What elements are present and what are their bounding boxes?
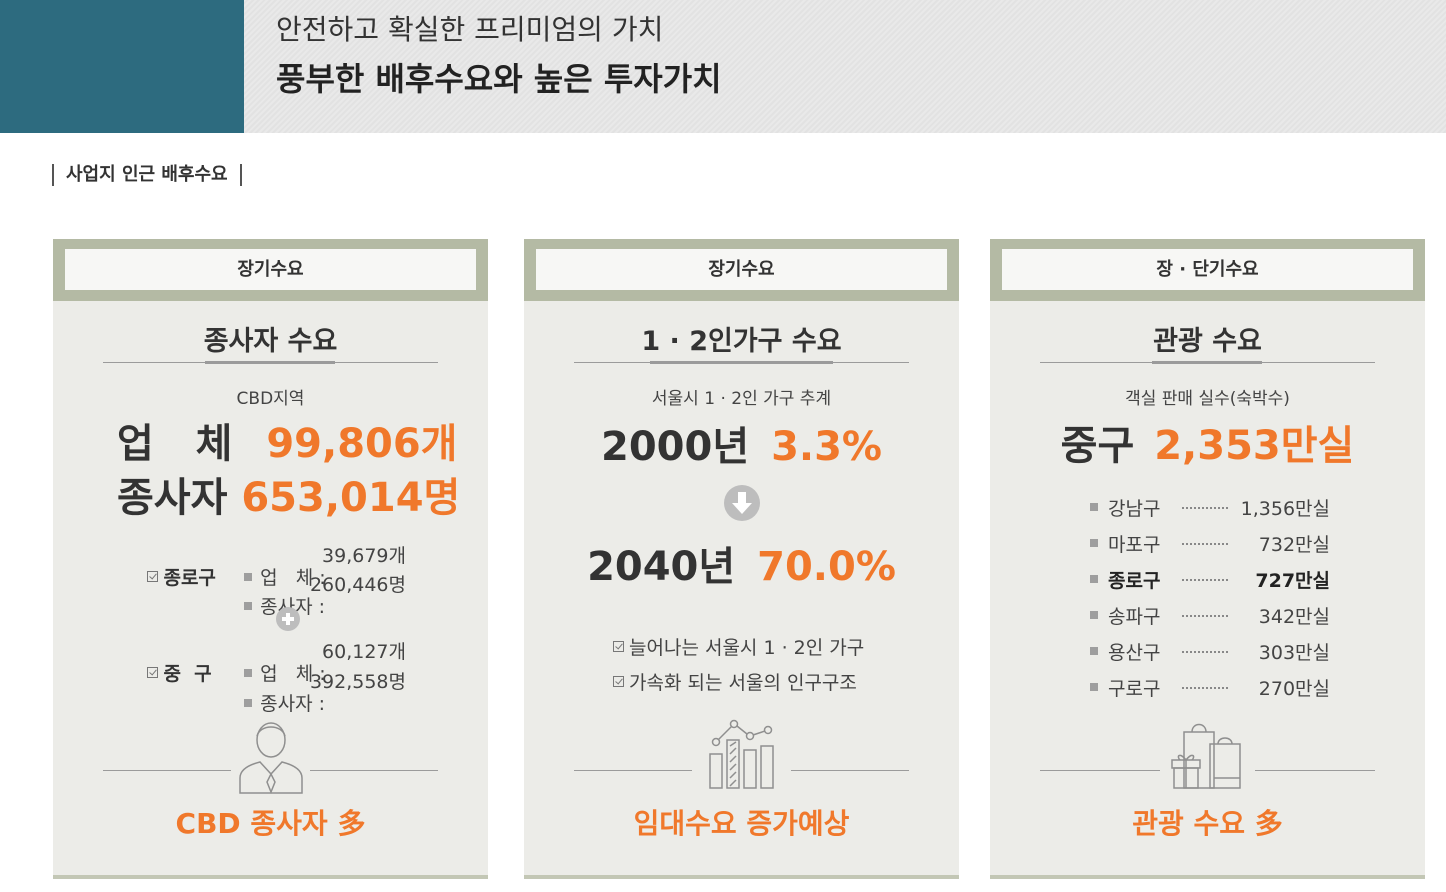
stat-label: 중구 — [1060, 423, 1135, 469]
bullet-icon — [1090, 503, 1098, 511]
card-tag: 장 · 단기수요 — [1002, 249, 1413, 290]
footer-divider — [1040, 770, 1160, 771]
district-row: 용산구 303만실 — [1090, 638, 1330, 668]
bullet-icon — [1090, 647, 1098, 655]
bullet-icon — [1090, 575, 1098, 583]
card-tag: 장기수요 — [536, 249, 947, 290]
district-emp-value: 392,558명 — [309, 671, 406, 693]
card-desc: 서울시 1 · 2인 가구 추계 — [651, 389, 832, 409]
stat-value: 70.0% — [757, 544, 896, 590]
card-band: 장기수요 — [524, 239, 959, 301]
district-biz-row: 업 체 : — [220, 637, 326, 708]
header-accent-block — [0, 0, 244, 133]
growth-chart-icon — [709, 719, 774, 789]
card-band: 장기수요 — [53, 239, 488, 301]
card-footer: 관광 수요 多 — [1132, 807, 1283, 840]
card-household-demand: 장기수요 1 · 2인가구 수요 서울시 1 · 2인 가구 추계 2000년 … — [524, 239, 959, 879]
title-underline — [205, 361, 335, 364]
card-desc: CBD지역 — [236, 389, 305, 409]
bullet-icon — [244, 699, 253, 707]
page-header: 안전하고 확실한 프리미엄의 가치 풍부한 배후수요와 높은 투자가치 — [0, 0, 1446, 133]
card-footer: CBD 종사자 多 — [175, 807, 366, 840]
arrow-down-circle-icon — [724, 485, 760, 521]
stat-label: 2040년 — [587, 544, 736, 590]
checkbox-icon — [147, 667, 159, 678]
footer-divider — [574, 770, 692, 771]
district-row: 마포구 732만실 — [1090, 530, 1330, 560]
footer-divider — [791, 770, 909, 771]
card-title: 종사자 수요 — [203, 326, 338, 357]
stat-value: 2,353만실 — [1154, 423, 1355, 469]
district-emp-row: 종사자 : — [220, 570, 325, 641]
district-emp-row: 종사자 : — [220, 667, 325, 738]
stat-label: 2000년 — [600, 424, 750, 470]
bullet-icon — [244, 573, 253, 581]
district-biz-value: 60,127개 — [322, 641, 406, 663]
bullet-icon — [1090, 611, 1098, 619]
district-row: 강남구 1,356만실 — [1090, 494, 1330, 524]
footer-divider — [103, 770, 231, 771]
district-row: 구로구 270만실 — [1090, 674, 1330, 704]
district-biz-row: 업 체 : — [220, 541, 326, 612]
card-desc: 객실 판매 실수(숙박수) — [1125, 389, 1290, 409]
stat-row: 중구 2,353만실 — [990, 413, 1425, 471]
stat-label: 업 체 — [117, 421, 233, 467]
title-underline — [1152, 361, 1262, 364]
checkbox-icon — [613, 641, 624, 652]
header-title: 풍부한 배후수요와 높은 투자가치 — [276, 60, 722, 98]
stat-row: 2040년 70.0% — [524, 534, 959, 592]
card-title: 관광 수요 — [1153, 326, 1262, 357]
bullet-icon — [1090, 539, 1098, 547]
district-name: 종로구 — [121, 541, 216, 612]
card-employee-demand: 장기수요 종사자 수요 CBD지역 업 체 99,806개 종사자 653,01… — [53, 239, 488, 879]
stat-row: 2000년 3.3% — [524, 414, 959, 472]
checkbox-icon — [147, 571, 159, 582]
district-name: 중 구 — [121, 637, 212, 708]
stat-value: 653,014명 — [241, 475, 461, 521]
bullet-icon — [244, 669, 253, 677]
checkbox-icon — [613, 676, 624, 687]
shopping-bag-gift-icon — [1171, 723, 1241, 789]
footer-divider — [310, 770, 438, 771]
stat-value: 99,806개 — [266, 421, 458, 467]
card-title: 1 · 2인가구 수요 — [641, 326, 842, 357]
title-underline — [650, 361, 833, 364]
card-footer: 임대수요 증가예상 — [633, 807, 850, 840]
stat-value: 3.3% — [771, 424, 882, 470]
district-emp-value: 260,446명 — [309, 574, 406, 596]
footer-divider — [1255, 770, 1375, 771]
section-label: 사업지 인근 배후수요 — [52, 164, 242, 186]
stat-row: 업 체 99,806개 — [117, 411, 457, 469]
card-band: 장 · 단기수요 — [990, 239, 1425, 301]
bullet-icon — [1090, 683, 1098, 691]
card-tourism-demand: 장 · 단기수요 관광 수요 객실 판매 실수(숙박수) 중구 2,353만실 … — [990, 239, 1425, 879]
card-tag: 장기수요 — [65, 249, 476, 290]
stat-label: 종사자 — [117, 475, 228, 521]
header-subtitle: 안전하고 확실한 프리미엄의 가치 — [276, 13, 664, 46]
district-biz-value: 39,679개 — [322, 545, 406, 567]
check-item: 늘어나는 서울시 1 · 2인 가구 — [613, 633, 864, 660]
plus-circle-icon — [276, 607, 300, 631]
check-item: 가속화 되는 서울의 인구구조 — [613, 668, 857, 695]
district-row-highlight: 종로구 727만실 — [1090, 566, 1330, 596]
office-worker-icon — [239, 722, 303, 794]
bullet-icon — [244, 602, 253, 610]
stat-row: 종사자 653,014명 — [117, 465, 460, 523]
district-row: 송파구 342만실 — [1090, 602, 1330, 632]
